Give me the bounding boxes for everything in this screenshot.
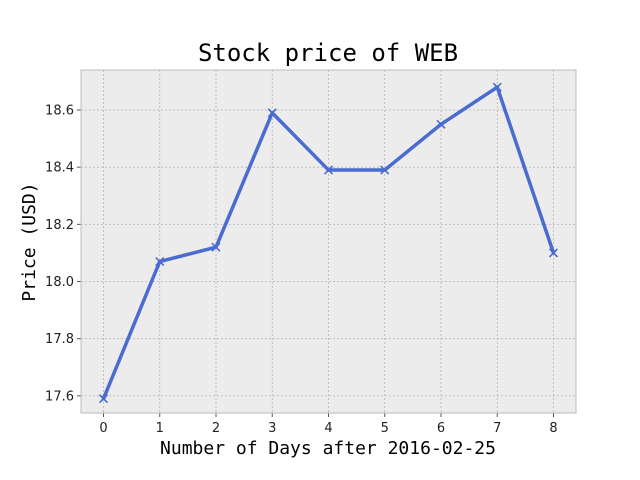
data-point-marker xyxy=(323,165,334,175)
x-tick-label: 6 xyxy=(437,421,445,436)
y-tick-label: 18.6 xyxy=(45,104,74,119)
x-tick-label: 3 xyxy=(268,421,276,436)
y-tick-label: 18.4 xyxy=(45,161,74,176)
marker-stroke xyxy=(548,248,559,258)
plot-frame xyxy=(80,69,577,414)
marker-stroke xyxy=(211,242,221,252)
y-axis-label: Price (USD) xyxy=(19,182,40,301)
marker-stroke xyxy=(155,256,165,267)
x-tick-label: 7 xyxy=(493,421,501,436)
data-point-marker xyxy=(492,82,502,92)
x-tick-label: 2 xyxy=(212,421,220,436)
x-tick-label: 4 xyxy=(324,421,332,436)
marker-stroke xyxy=(380,165,390,175)
data-point-marker xyxy=(436,119,446,129)
series xyxy=(98,82,559,404)
x-tick-label: 1 xyxy=(156,421,164,436)
marker-stroke xyxy=(492,82,502,92)
data-point-marker xyxy=(98,394,109,404)
grid xyxy=(81,70,576,413)
marker-stroke xyxy=(267,108,277,118)
y-tick-label: 18.0 xyxy=(45,275,74,290)
y-tick-label: 17.8 xyxy=(45,332,74,347)
data-point-marker xyxy=(267,108,277,118)
y-tick-label: 17.6 xyxy=(45,389,74,404)
x-tick-label: 0 xyxy=(99,421,107,436)
ticks: 0 1 2 3 4 5 6 7 8 17.6 17.8 18.0 18.2 18.4 18.6 xyxy=(45,104,558,436)
data-point-marker xyxy=(380,165,390,175)
data-point-marker xyxy=(211,242,221,252)
marker-stroke xyxy=(98,394,109,404)
marker-stroke xyxy=(436,119,446,129)
marker-stroke xyxy=(323,165,334,175)
x-tick-label: 8 xyxy=(549,421,557,436)
plot-area xyxy=(81,70,576,413)
y-tick-label: 18.2 xyxy=(45,218,74,233)
x-tick-label: 5 xyxy=(381,421,389,436)
chart-title: Stock price of WEB xyxy=(198,39,458,67)
data-point-marker xyxy=(155,256,165,267)
x-axis-label: Number of Days after 2016-02-25 xyxy=(160,438,496,459)
data-point-marker xyxy=(548,248,559,258)
